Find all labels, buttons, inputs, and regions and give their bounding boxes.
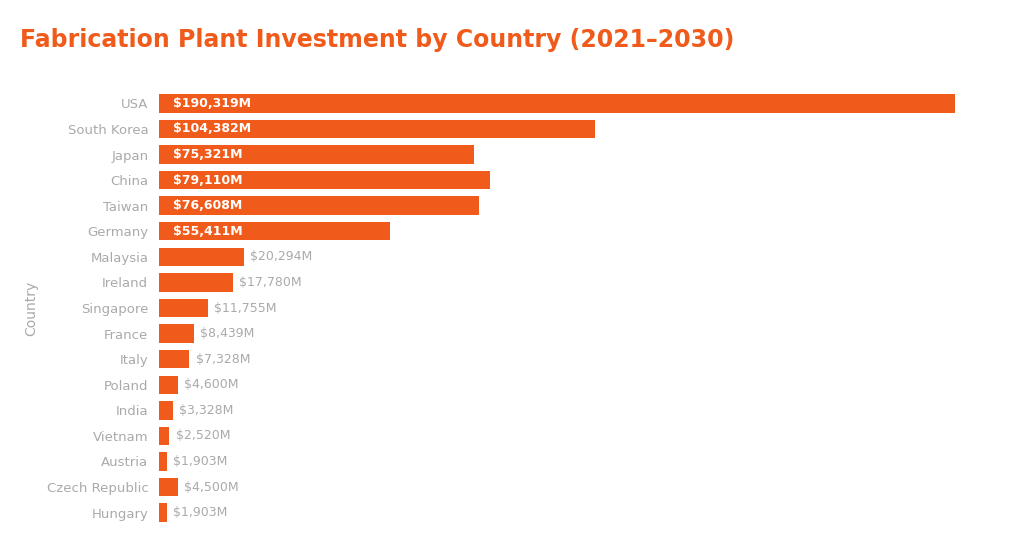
Text: $104,382M: $104,382M [173, 123, 252, 136]
Text: $4,600M: $4,600M [184, 378, 239, 391]
Bar [159, 503, 167, 522]
Text: $20,294M: $20,294M [250, 250, 312, 263]
Text: $3,328M: $3,328M [179, 404, 233, 417]
Text: $75,321M: $75,321M [173, 148, 243, 161]
Text: $76,608M: $76,608M [173, 199, 243, 212]
Bar [159, 427, 169, 445]
Bar [159, 299, 208, 317]
Bar [159, 401, 173, 419]
Y-axis label: Country: Country [25, 281, 38, 335]
Bar [159, 350, 189, 368]
Bar [159, 452, 167, 470]
Bar [159, 94, 954, 113]
Bar [159, 376, 178, 394]
Text: $11,755M: $11,755M [214, 301, 276, 315]
Text: $79,110M: $79,110M [173, 174, 243, 186]
Bar [159, 171, 489, 189]
Text: $17,780M: $17,780M [240, 276, 302, 289]
Text: $1,903M: $1,903M [173, 455, 227, 468]
Bar [159, 222, 390, 240]
Text: $4,500M: $4,500M [184, 480, 239, 493]
Text: $2,520M: $2,520M [175, 430, 230, 442]
Text: $1,903M: $1,903M [173, 506, 227, 519]
Bar [159, 146, 474, 164]
Text: $190,319M: $190,319M [173, 97, 251, 110]
Text: $7,328M: $7,328M [196, 353, 250, 366]
Bar [159, 197, 479, 215]
Bar [159, 324, 194, 343]
Text: Fabrication Plant Investment by Country (2021–2030): Fabrication Plant Investment by Country … [20, 28, 735, 52]
Bar [159, 120, 595, 138]
Text: $55,411M: $55,411M [173, 225, 243, 238]
Text: $8,439M: $8,439M [201, 327, 255, 340]
Bar [159, 478, 177, 496]
Bar [159, 273, 233, 292]
Bar [159, 248, 244, 266]
